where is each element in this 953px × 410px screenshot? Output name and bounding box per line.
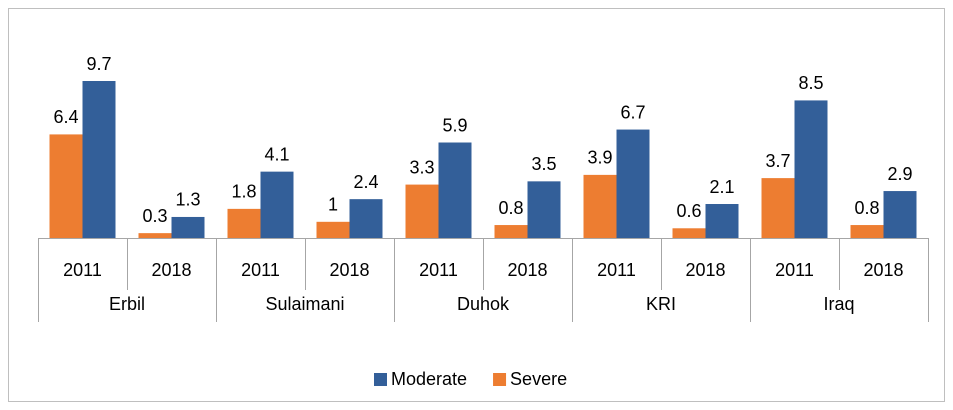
bar — [260, 171, 294, 238]
x-tick-label: 2018 — [863, 260, 903, 280]
x-tick-label: 2018 — [685, 260, 725, 280]
bar — [171, 216, 205, 238]
bar — [227, 208, 261, 238]
bar — [583, 174, 617, 238]
bar — [405, 184, 439, 238]
value-label: 3.7 — [765, 151, 790, 171]
bar — [705, 204, 739, 238]
x-tick-label: 2011 — [597, 260, 636, 280]
legend-swatch — [374, 373, 387, 386]
value-label: 2.4 — [353, 172, 378, 192]
legend-swatch — [493, 373, 507, 386]
x-tick-label: 2011 — [241, 260, 280, 280]
value-label: 2.1 — [709, 177, 734, 197]
legend-label: Moderate — [391, 369, 467, 389]
x-tick-label: 2011 — [419, 260, 458, 280]
value-label: 3.3 — [409, 157, 434, 177]
legend-label: Severe — [510, 369, 567, 389]
group-label: Duhok — [457, 294, 510, 314]
bar — [316, 221, 350, 238]
bar — [82, 81, 116, 238]
value-label: 2.9 — [887, 164, 912, 184]
group-label: Erbil — [109, 294, 145, 314]
value-label: 0.8 — [498, 198, 523, 218]
value-label: 8.5 — [798, 73, 823, 93]
value-label: 1.3 — [175, 190, 200, 210]
bar — [883, 191, 917, 238]
x-tick-label: 2018 — [507, 260, 547, 280]
value-label: 6.7 — [620, 102, 645, 122]
value-label: 1.8 — [231, 182, 256, 202]
value-label: 5.9 — [442, 115, 467, 135]
value-label: 0.6 — [676, 201, 701, 221]
value-label: 6.4 — [53, 107, 78, 127]
bar — [494, 225, 528, 238]
bar — [349, 199, 383, 238]
x-tick-label: 2011 — [775, 260, 814, 280]
value-label: 0.8 — [854, 198, 879, 218]
bar — [761, 178, 795, 238]
bar — [850, 225, 884, 238]
value-label: 0.3 — [142, 206, 167, 226]
value-label: 3.9 — [587, 148, 612, 168]
group-label: Sulaimani — [265, 294, 344, 314]
bar — [138, 233, 172, 238]
x-tick-label: 2011 — [63, 260, 102, 280]
bar — [438, 142, 472, 238]
group-label: Iraq — [823, 294, 854, 314]
bar — [616, 129, 650, 238]
bar — [527, 181, 561, 238]
group-label: KRI — [646, 294, 676, 314]
value-label: 9.7 — [86, 54, 111, 74]
value-label: 3.5 — [531, 154, 556, 174]
value-label: 1 — [328, 195, 338, 215]
bar — [794, 100, 828, 238]
value-label: 4.1 — [264, 144, 289, 164]
bar — [672, 228, 706, 238]
bar — [49, 134, 83, 238]
x-tick-label: 2018 — [151, 260, 191, 280]
x-tick-label: 2018 — [329, 260, 369, 280]
